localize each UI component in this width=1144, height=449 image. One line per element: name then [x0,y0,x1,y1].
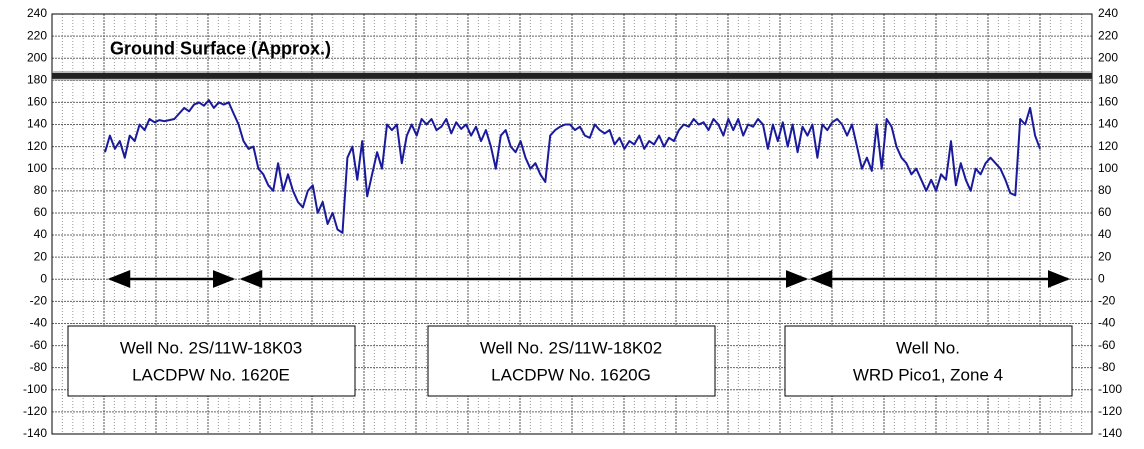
y2-tick-label: -100 [1098,382,1122,396]
y-tick-label: -40 [30,316,48,330]
y-tick-label: 200 [27,50,47,64]
y2-tick-label: -60 [1098,338,1116,352]
well-box [427,325,716,397]
y2-tick-label: 120 [1098,139,1118,153]
well-label: Well No. 2S/11W-18K03 [120,338,302,357]
well-label: Well No. [896,338,960,357]
y-tick-label: -80 [30,360,48,374]
y2-tick-label: -140 [1098,426,1122,440]
y-tick-label: 240 [27,6,47,20]
y-tick-label: 120 [27,139,47,153]
y-tick-label: -60 [30,338,48,352]
well-label: LACDPW No. 1620G [491,365,651,384]
y-tick-label: -140 [23,426,47,440]
y-tick-label: 220 [27,28,47,42]
y-tick-label: 0 [40,271,47,285]
y2-tick-label: -80 [1098,360,1116,374]
well-box [67,325,356,397]
y-tick-label: 140 [27,117,47,131]
plot [52,71,1092,234]
y2-tick-label: 220 [1098,28,1118,42]
y2-tick-label: 240 [1098,6,1118,20]
y2-tick-label: 200 [1098,50,1118,64]
ground-surface-label: Ground Surface (Approx.) [110,39,331,59]
y-tick-label: 180 [27,72,47,86]
y-tick-label: 40 [34,227,48,241]
y-tick-label: -120 [23,404,47,418]
y2-tick-label: 20 [1098,249,1112,263]
well-label: LACDPW No. 1620E [132,365,290,384]
y-tick-label: 20 [34,249,48,263]
y2-tick-label: 80 [1098,183,1112,197]
y2-tick-label: -120 [1098,404,1122,418]
y-tick-label: -100 [23,382,47,396]
plot-frame [51,13,1093,435]
y-tick-label: -20 [30,294,48,308]
y2-tick-label: -20 [1098,294,1116,308]
y2-tick-label: 180 [1098,72,1118,86]
y2-tick-label: 160 [1098,95,1118,109]
water-level-line [104,99,1041,234]
y2-tick-label: 100 [1098,161,1118,175]
well-label: Well No. 2S/11W-18K02 [480,338,662,357]
y2-tick-label: 60 [1098,205,1112,219]
y2-tick-label: -40 [1098,316,1116,330]
y-tick-label: 160 [27,95,47,109]
well-box [784,325,1073,397]
y-tick-label: 100 [27,161,47,175]
y-tick-label: 60 [34,205,48,219]
y2-tick-label: 140 [1098,117,1118,131]
y2-tick-label: 0 [1098,271,1105,285]
y-tick-label: 80 [34,183,48,197]
y2-tick-label: 40 [1098,227,1112,241]
well-label: WRD Pico1, Zone 4 [853,365,1003,384]
